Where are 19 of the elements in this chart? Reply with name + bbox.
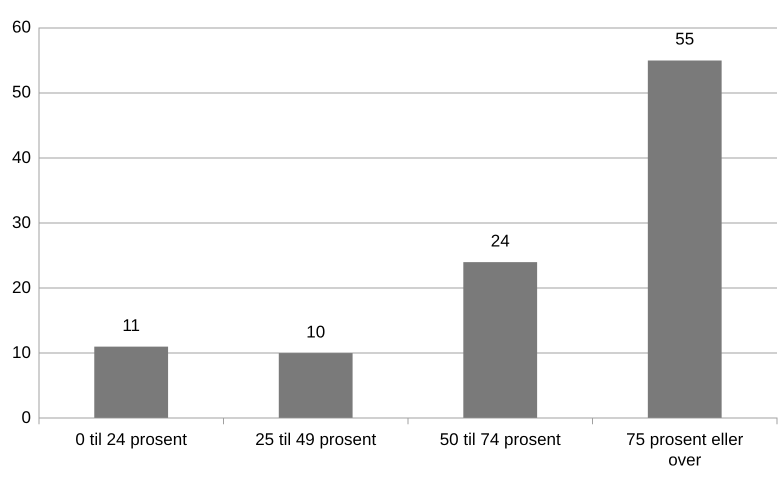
x-tick-label: 50 til 74 prosent <box>440 430 561 450</box>
bar <box>648 60 722 418</box>
y-tick-label: 40 <box>12 148 31 167</box>
data-label: 11 <box>122 316 140 335</box>
data-label: 10 <box>306 322 326 342</box>
y-tick-label: 0 <box>21 408 31 427</box>
data-label: 55 <box>675 30 694 49</box>
x-tick-label: 75 prosent eller over <box>626 430 744 470</box>
y-tick-label: 60 <box>12 18 31 37</box>
y-tick-label: 10 <box>12 342 31 362</box>
x-tick-label: 25 til 49 prosent <box>255 430 376 450</box>
bar <box>278 353 353 418</box>
data-label: 24 <box>490 231 510 250</box>
bar <box>463 262 538 418</box>
y-tick-label: 20 <box>12 278 31 297</box>
y-tick-label: 50 <box>12 82 31 102</box>
bar <box>94 346 168 418</box>
y-tick-label: 30 <box>12 212 31 232</box>
x-tick-label: 0 til 24 prosent <box>75 430 188 450</box>
